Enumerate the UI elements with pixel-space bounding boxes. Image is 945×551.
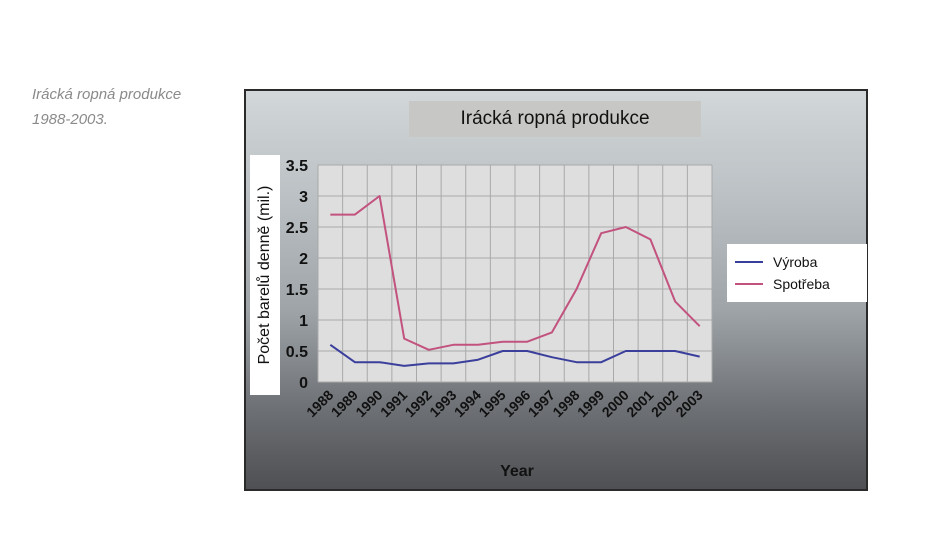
series-line-spotreba bbox=[330, 195, 701, 351]
y-tick-labels: 0 0.5 1 1.5 2 2.5 3 3.5 bbox=[286, 158, 308, 392]
x-tick-label: 1991 bbox=[377, 387, 410, 420]
series-lines bbox=[329, 195, 701, 367]
y-tick-label: 1.5 bbox=[286, 282, 308, 299]
x-tick-label: 2002 bbox=[648, 387, 681, 420]
side-caption: Irácká ropná produkce 1988-2003. bbox=[32, 82, 232, 132]
y-tick-label: 0 bbox=[299, 375, 308, 392]
y-tick-label: 0.5 bbox=[286, 344, 308, 361]
legend-swatch-vyroba bbox=[735, 261, 763, 263]
legend: Výroba Spotřeba bbox=[727, 244, 867, 302]
legend-swatch-spotreba bbox=[735, 283, 763, 285]
x-tick-labels: 1988198919901991199219931994199519961997… bbox=[303, 387, 706, 420]
grid-lines bbox=[317, 164, 713, 383]
x-tick-label: 1988 bbox=[303, 387, 336, 420]
series-line-vyroba bbox=[329, 343, 700, 367]
x-tick-label: 2000 bbox=[599, 387, 632, 420]
chart-title: Irácká ropná produkce bbox=[409, 101, 701, 137]
y-tick-label: 3 bbox=[299, 189, 308, 206]
y-tick-label: 2 bbox=[299, 251, 308, 268]
x-tick-label: 1989 bbox=[328, 387, 361, 420]
x-tick-label: 1996 bbox=[500, 387, 533, 420]
y-tick-label: 2.5 bbox=[286, 220, 308, 237]
x-tick-label: 1998 bbox=[549, 387, 582, 420]
caption-line-1: Irácká ropná produkce bbox=[32, 86, 182, 103]
x-tick-label: 2003 bbox=[672, 387, 705, 420]
y-tick-label: 1 bbox=[299, 313, 308, 330]
x-axis-label: Year bbox=[500, 463, 534, 480]
x-tick-label: 1994 bbox=[451, 387, 484, 420]
x-tick-label: 1997 bbox=[525, 387, 558, 420]
y-axis-label-box bbox=[250, 155, 280, 395]
legend-item-spotreba: Spotřeba bbox=[735, 274, 830, 294]
legend-label-vyroba: Výroba bbox=[773, 254, 818, 270]
x-tick-label: 2001 bbox=[623, 387, 656, 420]
x-tick-label: 1999 bbox=[574, 387, 607, 420]
x-tick-label: 1995 bbox=[475, 387, 508, 420]
x-tick-label: 1990 bbox=[352, 387, 385, 420]
legend-item-vyroba: Výroba bbox=[735, 252, 817, 272]
legend-label-spotreba: Spotřeba bbox=[773, 276, 830, 292]
x-tick-label: 1992 bbox=[402, 387, 435, 420]
x-tick-label: 1993 bbox=[426, 387, 459, 420]
y-tick-label: 3.5 bbox=[286, 158, 308, 175]
caption-line-2: 1988-2003. bbox=[32, 111, 108, 128]
